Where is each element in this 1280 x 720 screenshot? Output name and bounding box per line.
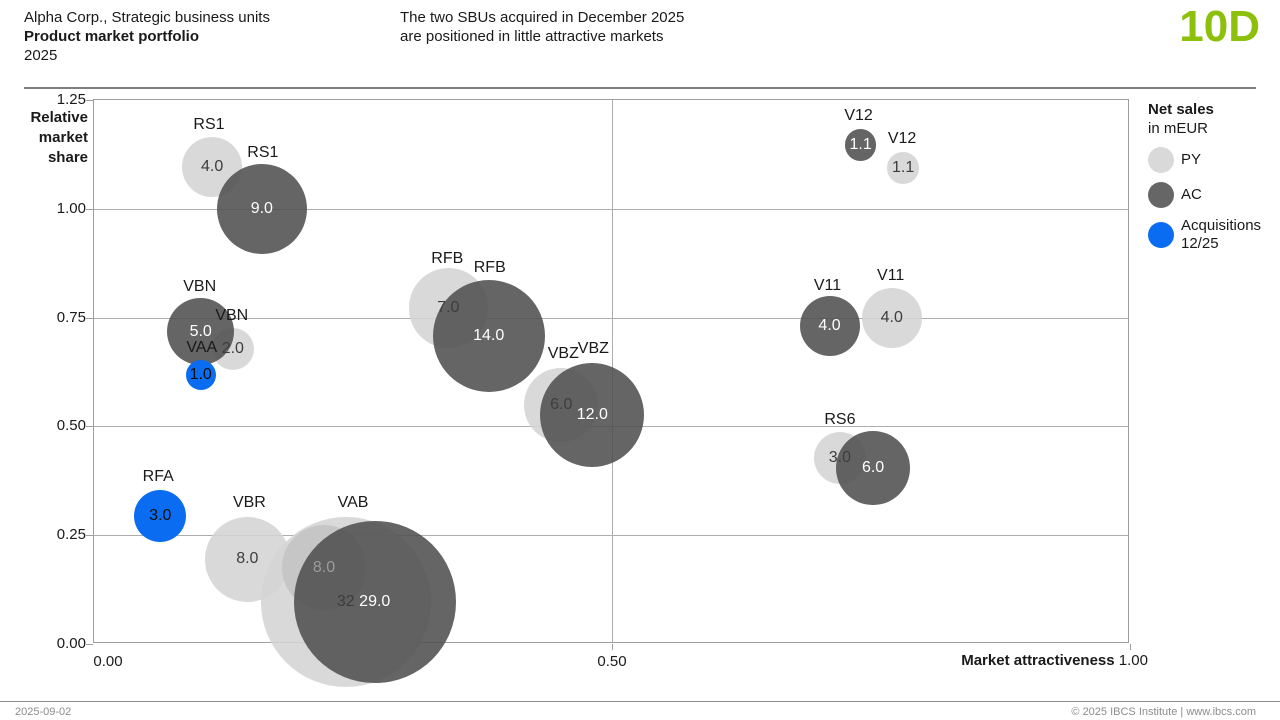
bubble-vbn-ac <box>167 298 235 366</box>
bubble-value-rs1-ac: 9.0 <box>250 199 273 217</box>
y-tick-mark <box>86 644 93 645</box>
legend-swatch-ac-icon <box>1148 182 1174 208</box>
y-tick-label: 0.50 <box>56 417 86 435</box>
sbu-label-vbr: VBR <box>232 493 266 511</box>
legend-label-ac: AC <box>1181 186 1202 203</box>
x-tick-label: 0.50 <box>597 653 627 670</box>
bubble-value-v11-ac: 4.0 <box>818 316 841 334</box>
sbu-label-rfb: RFB <box>473 258 506 276</box>
header-divider <box>24 87 1256 89</box>
bubble-v11-py <box>861 288 922 349</box>
sbu-label-rs1: RS1 <box>247 144 279 162</box>
message-block: The two SBUs acquired in December 2025 a… <box>400 8 684 46</box>
sbu-label-vbn: VBN <box>183 278 217 296</box>
bubble-value-rfb-py: 7.0 <box>437 299 460 317</box>
legend-label-acquisitions: Acquisitions 12/25 <box>1181 217 1262 252</box>
footer-date: 2025-09-02 <box>15 706 72 718</box>
gridline-horizontal <box>94 317 1128 319</box>
y-tick-mark <box>86 317 93 319</box>
sbu-label-v11: V11 <box>813 276 842 294</box>
bubble-value-vbr-ac: 8.0 <box>312 558 336 576</box>
bubble-v12-ac <box>844 129 877 161</box>
legend-item-ac: AC <box>1148 182 1261 208</box>
sbu-label-v12: V12 <box>844 107 873 125</box>
bubble-value-rs1-py: 4.0 <box>200 158 224 176</box>
y-tick-label: 1.00 <box>56 199 86 217</box>
bubble-value-rfa-acq: 3.0 <box>149 507 172 525</box>
legend-swatch-acquisitions-icon <box>1148 222 1174 248</box>
bubble-value-v11-py: 4.0 <box>880 309 903 327</box>
title-line-1: Alpha Corp., Strategic business units <box>24 9 270 26</box>
bubble-rfb-ac <box>432 279 545 392</box>
page-number-badge: 10D <box>1179 2 1260 51</box>
message-line-2: are positioned in little attractive mark… <box>400 28 664 45</box>
bubble-rfa-acq <box>134 490 187 543</box>
title-line-2: Product market portfolio <box>24 28 200 45</box>
sbu-label-vbn: VBN <box>215 306 249 324</box>
plot-area: 0.00 0.25 0.50 0.75 1.00 1.25 0.00 0.50 4.0 9.0 2.… <box>57 91 1131 687</box>
y-tick-label: 0.00 <box>56 635 86 652</box>
bubble-vaa-acq <box>185 360 216 391</box>
x-tick-label: 0.00 <box>93 653 123 670</box>
sbu-label-vbz: VBZ <box>547 345 579 363</box>
y-axis-title: Relative market share <box>30 109 88 166</box>
y-tick-mark <box>86 208 93 210</box>
legend-label-py: PY <box>1181 151 1202 168</box>
y-tick-label: 0.75 <box>56 308 86 326</box>
bubble-value-vbz-py: 6.0 <box>550 396 573 414</box>
bubble-value-rs6-ac: 6.0 <box>861 459 885 477</box>
legend: Net sales in mEUR PY AC Acquisitions 12/… <box>1148 100 1261 253</box>
report-title-block: Alpha Corp., Strategic business units Pr… <box>24 8 270 65</box>
x-tick-mark <box>612 644 613 650</box>
footer-divider <box>0 701 1280 702</box>
bubble-value-vab-ac: 29.0 <box>359 592 391 610</box>
bubble-value-vbr-py: 8.0 <box>236 550 259 568</box>
bubble-vbz-ac <box>540 363 645 468</box>
y-tick-label: 1.25 <box>56 91 86 108</box>
sbu-label-rs1: RS1 <box>193 115 225 133</box>
bubble-value-v12-ac: 1.1 <box>849 135 872 153</box>
bubble-value-rs6-py: 3.0 <box>828 449 852 467</box>
x-axis-max-label: 1.00 <box>1118 652 1148 669</box>
y-tick-mark <box>86 100 93 101</box>
gridline-horizontal <box>94 208 1128 210</box>
bubble-value-vbn-ac: 5.0 <box>189 322 212 340</box>
bubble-value-v12-py: 1.1 <box>891 158 915 176</box>
bubble-rs6-ac <box>836 431 910 505</box>
legend-item-acquisitions: Acquisitions 12/25 <box>1148 217 1261 253</box>
legend-swatch-py-icon <box>1148 147 1174 173</box>
x-axis-title: Market attractiveness 1.00 <box>0 652 1148 669</box>
bubble-v12-py <box>887 152 919 184</box>
y-tick-label: 0.25 <box>56 526 86 544</box>
legend-title: Net sales <box>1148 101 1214 118</box>
bubble-value-vab-py: 32 <box>336 592 355 610</box>
gridline-horizontal <box>94 535 1128 537</box>
sbu-label-v12: V12 <box>887 130 917 148</box>
sbu-label-vbz: VBZ <box>577 339 609 357</box>
sbu-label-rfb: RFB <box>431 249 464 267</box>
message-line-1: The two SBUs acquired in December 2025 <box>400 9 685 26</box>
bubble-value-vaa-acq: 1.0 <box>189 366 212 384</box>
sbu-label-v11: V11 <box>877 266 905 284</box>
bubble-value-vbz-ac: 12.0 <box>576 406 608 424</box>
x-axis-title-text: Market attractiveness <box>961 652 1115 669</box>
sbu-label-rfa: RFA <box>142 467 174 485</box>
footer-copyright: © 2025 IBCS Institute | www.ibcs.com <box>1071 706 1256 718</box>
y-tick-mark <box>86 535 93 537</box>
sbu-label-vab: VAB <box>337 493 369 511</box>
legend-subtitle: in mEUR <box>1148 120 1209 137</box>
title-line-3: 2025 <box>24 47 58 64</box>
bubble-vab-ac <box>293 521 456 683</box>
sbu-label-rs6: RS6 <box>824 410 856 428</box>
sbu-label-vaa: VAA <box>186 339 218 357</box>
bubble-rs1-ac <box>216 163 307 254</box>
bubble-v11-ac <box>799 295 860 356</box>
bubble-value-rfb-ac: 14.0 <box>473 326 505 344</box>
x-tick-mark <box>1130 644 1131 650</box>
y-tick-mark <box>86 426 93 428</box>
bubble-value-vbn-py: 2.0 <box>221 339 244 357</box>
legend-item-py: PY <box>1148 147 1261 173</box>
